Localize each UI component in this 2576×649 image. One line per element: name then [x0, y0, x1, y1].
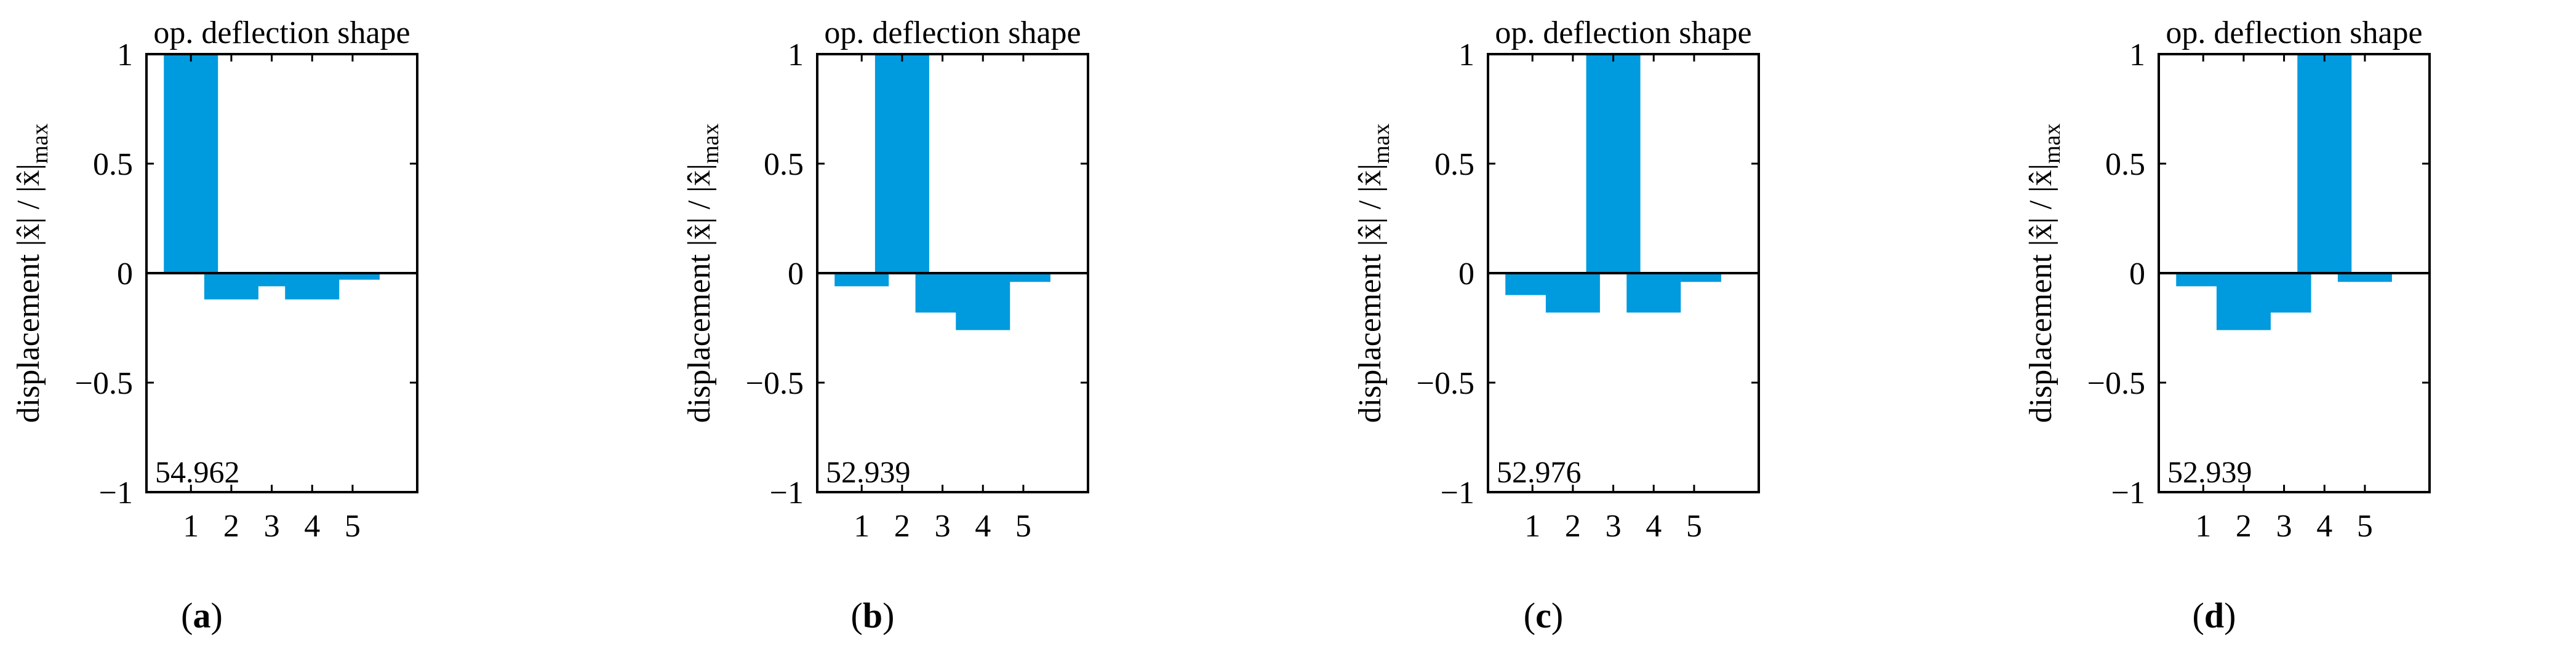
- chart-panel-d: op. deflection shape−1−0.500.511 2 3 4 5disp…: [2023, 15, 2431, 635]
- y-tick-label: −0.5: [746, 366, 804, 401]
- panel-caption: (b): [851, 595, 895, 635]
- y-axis-label: displacement |x̂| / |x̂|max: [2023, 124, 2065, 423]
- bar-1: [164, 54, 218, 273]
- x-tick-label: 4: [975, 509, 991, 544]
- x-tick-label: 2: [894, 509, 910, 544]
- y-tick-label: −0.5: [1417, 366, 1474, 401]
- y-tick-label: 0: [2129, 257, 2145, 292]
- y-axis-label-subscript: max: [27, 124, 53, 164]
- y-tick-label: 1: [2129, 38, 2145, 73]
- x-tick-label: 1: [183, 509, 199, 544]
- x-tick-label: 2: [1565, 509, 1581, 544]
- x-tick-label: 1: [854, 509, 870, 544]
- y-axis-label-subscript: max: [1369, 124, 1394, 164]
- x-tick-label: 5: [345, 509, 361, 544]
- frequency-annotation: 52.976: [1497, 455, 1582, 489]
- frequency-annotation: 52.939: [826, 455, 911, 489]
- x-tick-label: 3: [2276, 509, 2292, 544]
- bar-5: [996, 273, 1050, 282]
- y-tick-label: 1: [788, 38, 804, 73]
- x-tick-label: 4: [304, 509, 320, 544]
- x-tick-label: 3: [264, 509, 280, 544]
- y-axis-label-main: displacement |x̂| / |x̂|: [2023, 164, 2058, 423]
- panel-caption-letter: c: [1535, 595, 1551, 635]
- y-tick-label: 0: [788, 257, 804, 292]
- x-tick-label: 1: [1524, 509, 1540, 544]
- y-tick-label: 0: [117, 257, 133, 292]
- y-tick-label: −1: [2111, 476, 2145, 511]
- y-tick-label: −0.5: [75, 366, 133, 401]
- bar-1: [834, 273, 889, 287]
- y-tick-label: −1: [99, 476, 133, 511]
- x-tick-label: 2: [223, 509, 239, 544]
- bar-2: [874, 54, 929, 273]
- y-axis-label-main: displacement |x̂| / |x̂|: [682, 164, 717, 423]
- chart-title: op. deflection shape: [2166, 15, 2422, 50]
- y-tick-label: 0.5: [764, 147, 804, 182]
- panel-caption: (d): [2193, 595, 2236, 635]
- x-tick-label: 3: [935, 509, 951, 544]
- y-tick-label: 0.5: [93, 147, 133, 182]
- chart-panel-b: op. deflection shape−1−0.500.511 2 3 4 5disp…: [682, 15, 1089, 635]
- y-axis-label-subscript: max: [698, 124, 724, 164]
- y-axis-label: displacement |x̂| / |x̂|max: [682, 124, 724, 423]
- x-tick-label: 4: [2316, 509, 2332, 544]
- bar-5: [2337, 273, 2392, 282]
- chart-panel-a: op. deflection shape−1−0.500.511 2 3 4 5disp…: [11, 15, 418, 635]
- bar-5: [1666, 273, 1721, 282]
- y-tick-label: 0: [1458, 257, 1474, 292]
- x-tick-label: 1: [2195, 509, 2211, 544]
- bar-2: [1545, 273, 1600, 313]
- y-axis-label-main: displacement |x̂| / |x̂|: [11, 164, 46, 423]
- y-axis-label-subscript: max: [2039, 124, 2065, 164]
- x-tick-label: 4: [1646, 509, 1662, 544]
- y-axis-label: displacement |x̂| / |x̂|max: [1353, 124, 1394, 423]
- chart-title: op. deflection shape: [1495, 15, 1751, 50]
- x-tick-label: 5: [1686, 509, 1702, 544]
- y-tick-label: −0.5: [2087, 366, 2145, 401]
- chart-title: op. deflection shape: [824, 15, 1081, 50]
- y-tick-label: −1: [1441, 476, 1474, 511]
- y-tick-label: 0.5: [2105, 147, 2145, 182]
- panel-caption-letter: b: [863, 595, 882, 635]
- panel-caption: (c): [1524, 595, 1563, 635]
- y-tick-label: 1: [117, 38, 133, 73]
- x-tick-label: 2: [2236, 509, 2252, 544]
- y-tick-label: −1: [770, 476, 804, 511]
- y-tick-label: 1: [1458, 38, 1474, 73]
- x-tick-label: 5: [2357, 509, 2373, 544]
- frequency-annotation: 54.962: [155, 455, 240, 489]
- x-tick-label: 5: [1015, 509, 1031, 544]
- panel-caption: (a): [181, 595, 223, 635]
- chart-panel-c: op. deflection shape−1−0.500.511 2 3 4 5disp…: [1353, 15, 1760, 635]
- y-tick-label: 0.5: [1434, 147, 1474, 182]
- bar-4: [2297, 54, 2352, 273]
- bar-5: [325, 273, 380, 280]
- y-axis-label: displacement |x̂| / |x̂|max: [11, 124, 53, 423]
- panel-caption-letter: d: [2204, 595, 2224, 635]
- bar-4: [956, 273, 1010, 330]
- bar-3: [2257, 273, 2311, 313]
- frequency-annotation: 52.939: [2167, 455, 2252, 489]
- x-tick-label: 3: [1606, 509, 1622, 544]
- chart-title: op. deflection shape: [153, 15, 410, 50]
- panel-caption-letter: a: [193, 595, 211, 635]
- y-axis-label-main: displacement |x̂| / |x̂|: [1353, 164, 1388, 423]
- bar-3: [1586, 54, 1641, 273]
